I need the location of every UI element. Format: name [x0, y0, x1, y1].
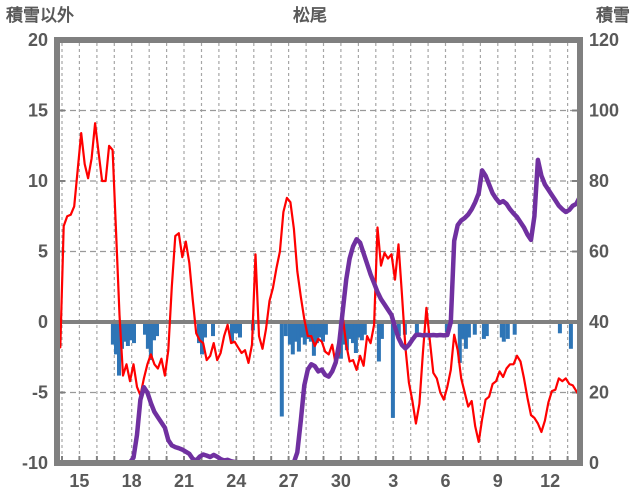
left-axis-label-num: 0	[38, 312, 48, 332]
precip-bar	[314, 322, 319, 344]
right-axis-label-num: 80	[589, 171, 609, 191]
left-axis-label-num: 20	[28, 30, 48, 50]
precip-bar	[444, 322, 449, 332]
right-axis-labels: 120 100 80 60 40 20 0	[589, 30, 619, 473]
tick-marks	[59, 109, 578, 461]
x-axis-label: 3	[388, 471, 398, 491]
precip-bar	[356, 322, 361, 338]
precip-bar	[302, 322, 307, 345]
precip-bar	[568, 322, 573, 349]
precip-bar	[351, 322, 355, 344]
x-axis-label: 27	[279, 471, 299, 491]
precip-bar	[287, 322, 292, 345]
precip-bar	[296, 322, 301, 352]
precip-bar	[238, 322, 242, 338]
horizontal-gridlines	[60, 109, 577, 394]
red-temperature-line	[55, 122, 581, 443]
right-axis-label-num: 100	[589, 101, 619, 121]
precip-bar	[299, 322, 304, 338]
x-axis-labels: 15 18 21 24 27 30 3 6 9 12	[69, 471, 560, 491]
precip-bar	[472, 322, 477, 335]
precip-bar	[323, 322, 328, 335]
precip-bar	[463, 322, 468, 349]
right-axis-label-num: 40	[589, 312, 609, 332]
precip-bar	[460, 322, 465, 339]
right-axis-label-num: 20	[589, 383, 609, 403]
precip-bar	[120, 322, 124, 349]
x-axis-label: 6	[440, 471, 450, 491]
precip-bar	[203, 322, 207, 338]
x-axis-label: 30	[331, 471, 351, 491]
precip-bar	[129, 322, 133, 341]
precip-bar	[311, 322, 316, 356]
plot-area: 15 18 21 24 27 30 3 6 9 12 20 15 10 5 0 -5 -10 120 100 80 60…	[22, 30, 619, 491]
x-axis-label: 18	[122, 471, 142, 491]
precip-bar	[122, 322, 127, 342]
precip-bar	[294, 322, 298, 342]
precip-bar	[347, 322, 352, 339]
precip-bar	[317, 322, 322, 338]
precip-bar	[200, 322, 204, 355]
precip-bar	[484, 322, 489, 337]
right-axis-title: 積雪	[596, 5, 630, 25]
left-axis-label-num: 5	[38, 242, 48, 262]
x-axis-label: 21	[174, 471, 194, 491]
precip-bar	[148, 322, 153, 361]
precip-bar	[197, 322, 201, 344]
left-axis-label-num: -5	[32, 383, 48, 403]
purple-snow-depth-line	[54, 157, 583, 465]
left-axis-label-num: 10	[28, 171, 48, 191]
chart-title: 松尾	[293, 5, 327, 25]
precip-bar	[396, 322, 401, 337]
precip-bar	[557, 322, 562, 334]
left-axis-labels: 20 15 10 5 0 -5 -10	[22, 30, 48, 473]
precip-bar	[114, 322, 118, 355]
right-axis-label-num: 0	[589, 453, 599, 473]
precip-bar	[117, 322, 121, 376]
right-axis-label-num: 60	[589, 242, 609, 262]
precip-bar	[481, 322, 486, 339]
x-axis-label: 12	[540, 471, 560, 491]
precip-bar	[321, 322, 325, 342]
precip-bar	[283, 322, 288, 337]
precip-bar	[512, 322, 517, 335]
precip-bar	[145, 322, 150, 349]
precip-bar	[390, 322, 395, 418]
precip-bar	[290, 322, 295, 355]
precip-bar	[143, 322, 147, 335]
precip-bar	[211, 322, 215, 337]
left-axis-label-num: 15	[28, 101, 48, 121]
precip-bar	[353, 322, 358, 353]
precip-bar	[501, 322, 506, 342]
precip-bar	[359, 322, 364, 341]
precip-bar	[414, 322, 419, 334]
x-axis-label: 15	[69, 471, 89, 491]
precip-bar	[344, 322, 349, 351]
precip-bar	[132, 322, 136, 344]
precip-bar	[152, 322, 156, 341]
precip-bar	[379, 322, 384, 339]
precip-bar	[125, 322, 130, 346]
precip-bar	[308, 322, 313, 342]
precip-bar	[279, 322, 284, 417]
precip-bar	[110, 322, 115, 345]
left-axis-label-num: -10	[22, 453, 48, 473]
precip-bar	[457, 322, 462, 363]
precip-bar	[466, 322, 471, 338]
right-axis-label-num: 120	[589, 30, 619, 50]
precip-bar	[376, 322, 381, 362]
x-axis-label: 9	[493, 471, 503, 491]
precip-bar	[306, 322, 310, 339]
precip-bar	[155, 322, 159, 337]
precip-bar	[505, 322, 510, 339]
precip-bar	[234, 322, 238, 334]
precip-bar	[230, 322, 234, 344]
precip-bar	[362, 322, 367, 335]
left-axis-title: 積雪以外	[6, 5, 74, 25]
x-axis-label: 24	[226, 471, 246, 491]
plot-border	[54, 37, 583, 466]
